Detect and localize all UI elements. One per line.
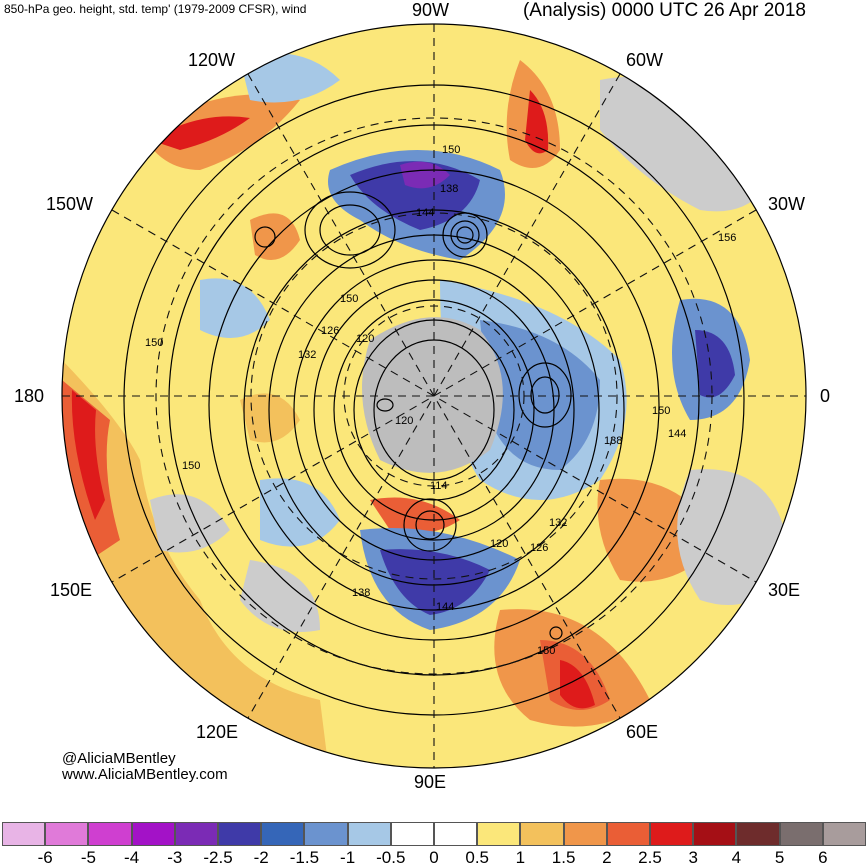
colorbar-cell	[650, 822, 694, 846]
colorbar-cell	[563, 822, 607, 846]
warm-region	[71, 390, 105, 520]
graticule	[62, 24, 806, 768]
contour-label: 120	[490, 538, 508, 550]
cool-region	[200, 278, 270, 338]
colorbar-tick-label: 2.5	[638, 848, 662, 867]
land-region	[150, 494, 230, 553]
colorbar-cell	[218, 822, 262, 846]
map-boundary	[61, 23, 807, 769]
polar-map: 150 138 144 150 126 120 132 150 120 150 …	[61, 23, 807, 769]
colorbar-tick-label: 4	[731, 848, 742, 867]
warm-region	[370, 497, 460, 534]
lon-label-150w: 150W	[46, 194, 94, 214]
colorbar-cell	[434, 822, 478, 846]
contour-label: 150	[145, 337, 163, 349]
contour-label: 144	[416, 207, 434, 219]
land-region	[240, 560, 320, 632]
colorbar-tick-label: -6	[37, 848, 53, 867]
cool-region	[380, 549, 490, 615]
cool-region	[240, 53, 340, 103]
contour-label: 126	[321, 325, 339, 337]
cool-region	[400, 161, 450, 189]
colorbar-cell	[88, 822, 132, 846]
lon-label-60w: 60W	[626, 50, 664, 70]
map-left-title: 850-hPa geo. height, std. temp' (1979-20…	[4, 2, 307, 16]
contour-label: 120	[356, 333, 374, 345]
colorbar-tick-label: 0.5	[465, 848, 490, 867]
cool-region	[695, 330, 735, 398]
warm-region	[525, 90, 549, 154]
warm-region	[240, 393, 300, 443]
colorbar-tick-label: -4	[124, 848, 140, 867]
colorbar-cell	[174, 822, 218, 846]
credit-handle: @AliciaMBentley	[62, 750, 176, 767]
colorbar-tick-label: -1.5	[289, 848, 320, 867]
contour-label: 120	[395, 415, 413, 427]
colorbar-tick-label: -5	[80, 848, 96, 867]
contour-label: 138	[440, 183, 458, 195]
lon-label-120w: 120W	[188, 50, 236, 70]
colorbar-tick-label: 1.5	[551, 848, 576, 867]
lon-label-180: 180	[14, 386, 45, 406]
colorbar-cell	[779, 822, 823, 846]
colorbar-tick-label: 3	[688, 848, 698, 867]
colorbar-tick-label: -0.5	[376, 848, 406, 867]
lon-label-60e: 60E	[626, 722, 659, 742]
warm-region	[560, 660, 595, 709]
temperature-anomaly-colorbar: -6 -5 -4 -3 -2.5 -2 -1.5 -1 -0.5 0 0.5 1 1.5 2 2.5 3 4 5 6	[0, 822, 868, 867]
lon-label-30w: 30W	[768, 194, 806, 214]
contour-label: 150	[442, 144, 460, 156]
colorbar-cell	[520, 822, 564, 846]
map-right-title: (Analysis) 0000 UTC 26 Apr 2018	[522, 0, 806, 21]
contour-label: 132	[298, 349, 316, 361]
lon-label-120e: 120E	[196, 722, 239, 742]
lon-label-150e: 150E	[50, 580, 93, 600]
contour-label: 144	[436, 601, 454, 613]
contour-label: 132	[549, 517, 567, 529]
colorbar-tick-label: 2	[602, 848, 612, 867]
colorbar-cell	[477, 822, 521, 846]
colorbar-cell	[822, 822, 866, 846]
colorbar-tick-label: 0	[429, 848, 439, 867]
colorbar-tick-label: -3	[167, 848, 183, 867]
colorbar-tick-label: 6	[818, 848, 828, 867]
colorbar-tick-label: -2.5	[203, 848, 233, 867]
colorbar-cell	[261, 822, 305, 846]
colorbar-tick-label: -2	[253, 848, 269, 867]
colorbar-tick-label: 5	[774, 848, 785, 867]
lon-label-30e: 30E	[768, 580, 801, 600]
cool-region	[350, 161, 480, 230]
colorbar-cell	[693, 822, 737, 846]
lon-label-90e: 90E	[414, 772, 447, 792]
contour-label: 144	[668, 428, 686, 440]
colorbar-cell	[131, 822, 175, 846]
colorbar-tick-label: 1	[515, 848, 526, 867]
colorbar-cell	[347, 822, 391, 846]
contour-label: 150	[652, 405, 670, 417]
warm-region	[150, 116, 250, 150]
colorbar-cell	[390, 822, 434, 846]
colorbar-cell	[606, 822, 650, 846]
colorbar-tick-label: -1	[340, 848, 356, 867]
lon-label-0: 0	[820, 386, 831, 406]
contour-label: 150	[537, 645, 555, 657]
contour-label: 150	[340, 293, 358, 305]
colorbar-cell	[304, 822, 348, 846]
credit-website[interactable]: www.AliciaMBentley.com	[62, 766, 228, 783]
contour-label: 150	[182, 460, 200, 472]
warm-region	[62, 360, 330, 768]
contour-label: 126	[530, 542, 548, 554]
colorbar-cell	[736, 822, 780, 846]
contour-label: 138	[352, 587, 370, 599]
contour-label: 156	[718, 232, 736, 244]
contour-label: 114	[430, 480, 448, 492]
colorbar-cell	[2, 822, 46, 846]
contour-label: 138	[604, 435, 622, 447]
lon-label-90w: 90W	[412, 0, 450, 20]
cool-region	[480, 320, 600, 470]
colorbar-cell	[45, 822, 89, 846]
